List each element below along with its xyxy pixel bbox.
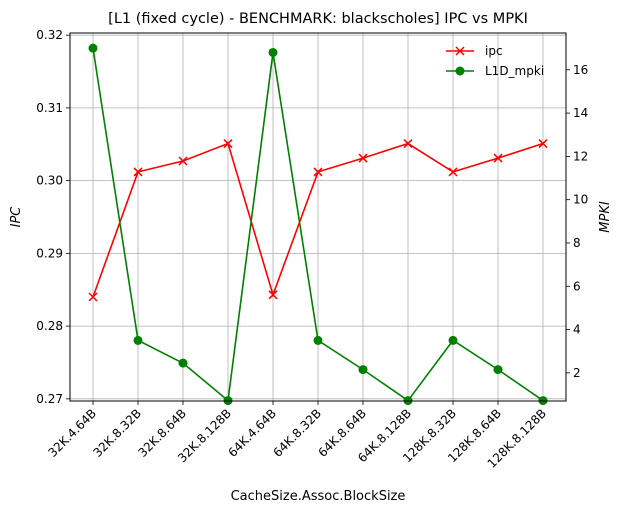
legend-marker: [455, 66, 465, 76]
marker-stroke: [403, 139, 413, 149]
y-left-ticks: 0.27 0.28 0.29 0.30 0.31 0.32: [36, 28, 70, 406]
legend-label: ipc: [485, 44, 503, 58]
x-ticks: 32K.4.64B32K.8.32B32K.8.64B32K.8.128B64K…: [45, 401, 549, 471]
point-L1D_mpki: [178, 358, 188, 368]
y-left-tick-label: 0.31: [36, 101, 63, 115]
y-right-tick-label: 14: [573, 106, 588, 120]
chart-title: [L1 (fixed cycle) - BENCHMARK: blackscho…: [108, 11, 528, 27]
y-right-tick-label: 8: [573, 236, 581, 250]
y-right-tick-label: 4: [573, 323, 581, 337]
y-right-tick-label: 2: [573, 366, 581, 380]
marker-stroke: [223, 139, 233, 149]
point-L1D_mpki: [268, 47, 278, 57]
marker-stroke: [88, 292, 98, 302]
marker-stroke: [493, 153, 503, 163]
grid: [70, 33, 566, 401]
marker-stroke: [268, 290, 278, 300]
point-ipc: [538, 139, 548, 149]
marker-stroke: [358, 153, 368, 163]
y-right-tick-label: 10: [573, 193, 588, 207]
y-right-tick-label: 16: [573, 63, 588, 77]
point-L1D_mpki: [88, 43, 98, 53]
legend: ipc L1D_mpki: [446, 44, 544, 78]
marker-stroke: [538, 139, 548, 149]
point-L1D_mpki: [448, 335, 458, 345]
point-ipc: [448, 167, 458, 177]
point-ipc: [313, 167, 323, 177]
y-right-tick-label: 6: [573, 279, 581, 293]
legend-label: L1D_mpki: [485, 64, 544, 78]
series-layer: [88, 43, 548, 406]
point-ipc: [403, 139, 413, 149]
point-ipc: [493, 153, 503, 163]
marker-stroke: [313, 167, 323, 177]
marker-stroke: [133, 167, 143, 177]
y-left-tick-label: 0.27: [36, 392, 63, 406]
y-right-ticks: 2 4 6 8 10 12 14 16: [566, 63, 588, 380]
point-ipc: [178, 156, 188, 166]
point-ipc: [358, 153, 368, 163]
marker-stroke: [448, 167, 458, 177]
point-L1D_mpki: [493, 365, 503, 375]
marker-stroke: [455, 46, 465, 56]
point-L1D_mpki: [358, 365, 368, 375]
x-axis-label: CacheSize.Assoc.BlockSize: [231, 489, 406, 504]
y-left-axis-label: IPC: [9, 206, 24, 228]
y-left-tick-label: 0.32: [36, 28, 63, 42]
y-left-tick-label: 0.28: [36, 319, 63, 333]
y-left-tick-label: 0.29: [36, 246, 63, 260]
y-right-axis-label: MPKI: [598, 201, 613, 233]
point-L1D_mpki: [313, 335, 323, 345]
y-left-tick-label: 0.30: [36, 174, 63, 188]
point-ipc: [88, 292, 98, 302]
point-ipc: [133, 167, 143, 177]
point-ipc: [268, 290, 278, 300]
marker-stroke: [178, 156, 188, 166]
y-right-tick-label: 12: [573, 149, 588, 163]
point-ipc: [223, 139, 233, 149]
plot-frame: [69, 32, 567, 402]
point-L1D_mpki: [133, 335, 143, 345]
legend-marker: [455, 46, 465, 56]
